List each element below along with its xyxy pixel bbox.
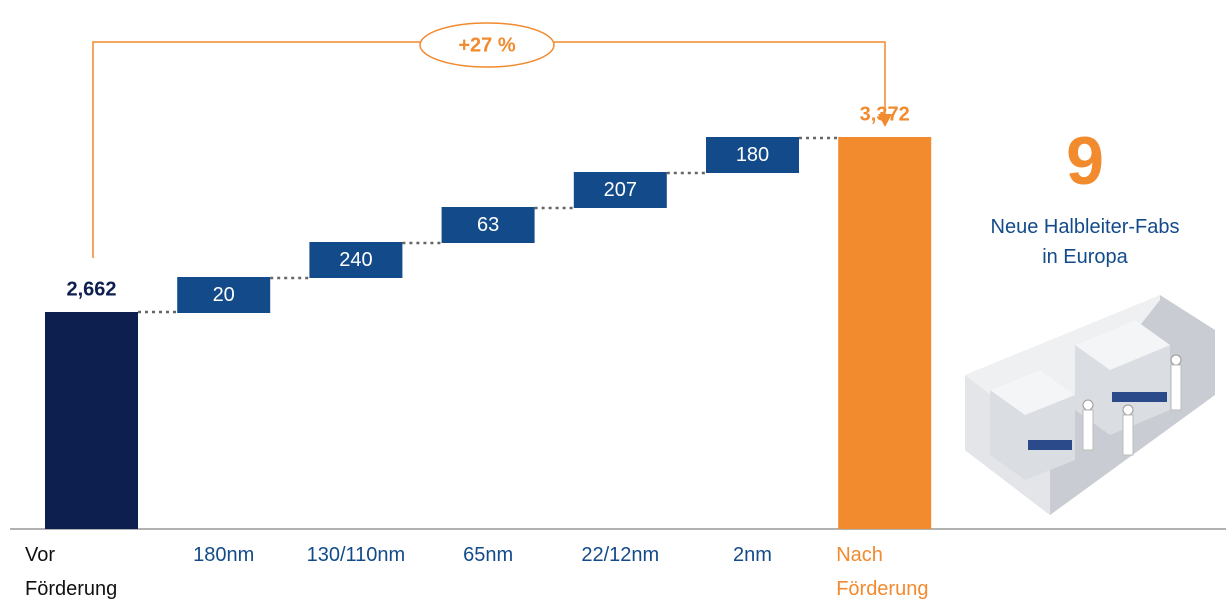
- category-label: Nach Förderung: [836, 544, 929, 600]
- bracket: [554, 41, 886, 118]
- category-label: 130/110nm: [306, 544, 406, 566]
- delta-box: [441, 207, 535, 243]
- arrow-head: [878, 114, 892, 127]
- delta-box: [177, 277, 271, 313]
- category-label: 180nm: [193, 544, 255, 566]
- category-label: 65nm: [463, 544, 514, 566]
- delta-box: [309, 242, 403, 278]
- delta-box: [706, 137, 799, 173]
- category-label: 22/12nm: [581, 544, 660, 566]
- bracket: [92, 41, 420, 258]
- value-label: 20: [213, 284, 235, 306]
- annotation-bubble: [419, 22, 555, 68]
- total-bar: [838, 137, 932, 529]
- value-label: 63: [477, 214, 499, 236]
- value-label: 207: [604, 179, 637, 201]
- value-label: 3,372: [860, 103, 910, 125]
- delta-box: [573, 172, 667, 208]
- annotation: +27 %: [458, 34, 515, 56]
- highlight-text: Neue Halbleiter-Fabs in Europa: [990, 216, 1180, 268]
- total-bar: [45, 312, 138, 529]
- category-label: 2nm: [733, 544, 772, 566]
- category-label: Vor Förderung: [25, 544, 118, 600]
- value-label: 180: [736, 144, 769, 166]
- value-label: 2,662: [66, 278, 116, 300]
- cleanroom-illustration: [965, 295, 1215, 515]
- highlight-number: 9: [1066, 123, 1104, 199]
- value-label: 240: [339, 249, 372, 271]
